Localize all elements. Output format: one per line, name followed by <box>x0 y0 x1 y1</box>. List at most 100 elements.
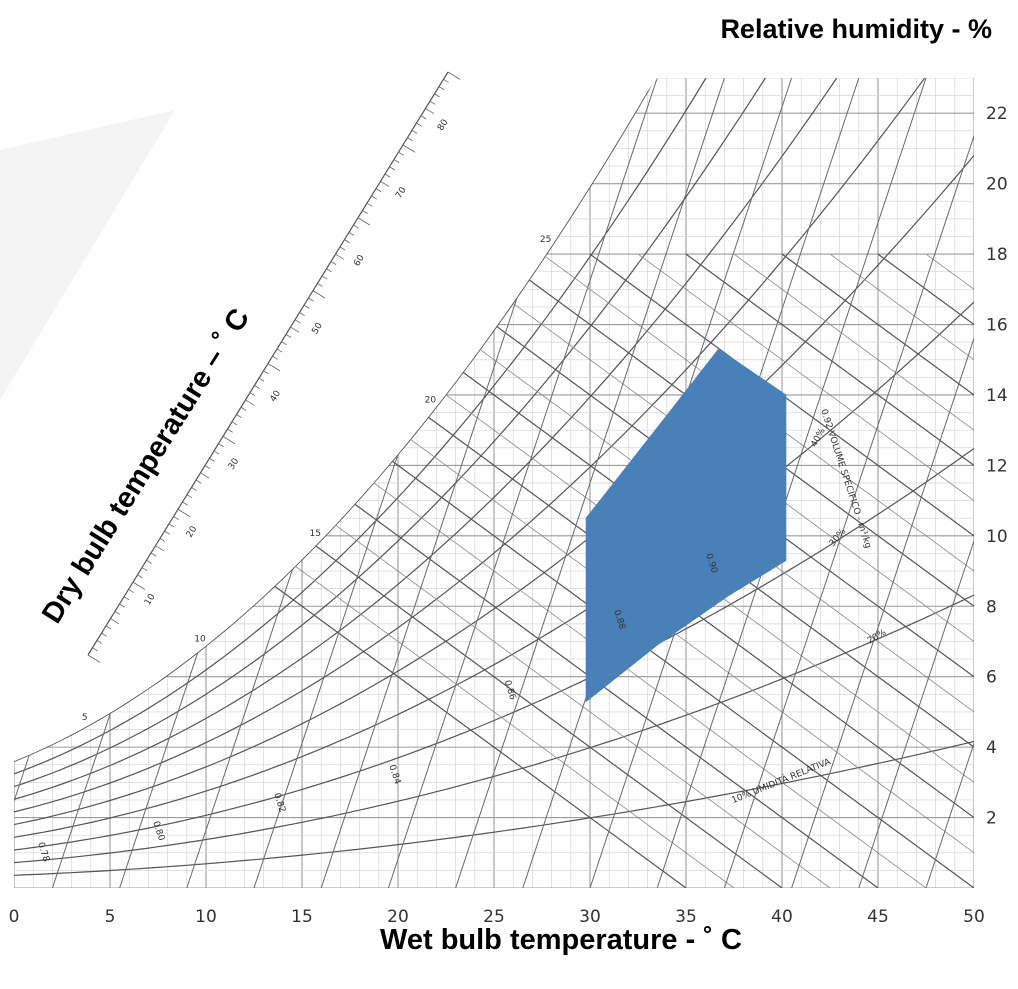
enthalpy-label: 20 <box>185 524 200 539</box>
volume-line <box>925 78 974 888</box>
x-tick-label: 40 <box>771 907 793 927</box>
enthalpy-tick <box>164 530 170 535</box>
enthalpy-tick <box>411 129 418 134</box>
enthalpy-tick <box>303 304 310 309</box>
enthalpy-tick <box>384 173 391 178</box>
enthalpy-tick <box>137 574 143 579</box>
comfort-zone-region <box>585 348 787 703</box>
enthalpy-label: 10 <box>143 592 158 607</box>
enthalpy-tick <box>186 494 193 499</box>
enthalpy-tick <box>101 632 107 637</box>
axis-ticks: 0 5 10 15 20 25 30 35 40 45 50 2 4 6 8 10 12 14 16 18 20 22 <box>9 104 1008 927</box>
background-shape <box>0 110 175 400</box>
y-tick-label: 22 <box>986 104 1008 124</box>
y-tick-label: 16 <box>986 316 1008 336</box>
enthalpy-tick <box>425 108 435 115</box>
enthalpy-tick <box>443 78 449 83</box>
enthalpy-tick <box>294 319 301 324</box>
enthalpy-tick <box>344 239 350 244</box>
y-tick-label: 2 <box>986 809 997 829</box>
comfort-zone-polygon <box>585 348 787 703</box>
enthalpy-label: 80 <box>436 118 451 133</box>
enthalpy-tick <box>276 348 283 353</box>
enthalpy-tick <box>105 625 112 630</box>
volume-label: 0.86 <box>502 679 518 701</box>
rh-curve <box>14 740 974 876</box>
volume-line <box>656 78 927 888</box>
enthalpy-tick <box>438 86 445 91</box>
enthalpy-tick <box>146 559 152 564</box>
enthalpy-tick <box>258 377 265 382</box>
enthalpy-tick <box>240 406 247 411</box>
enthalpy-tick <box>213 450 220 455</box>
enthalpy-tick <box>218 443 224 448</box>
enthalpy-tick <box>236 414 242 419</box>
rh-curve <box>14 155 974 826</box>
enthalpy-tick <box>132 581 146 590</box>
x-tick-label: 5 <box>105 907 116 927</box>
enthalpy-tick <box>434 93 440 98</box>
enthalpy-tick <box>96 640 103 644</box>
y-tick-label: 12 <box>986 456 1008 476</box>
enthalpy-label: 70 <box>394 185 409 200</box>
volume-label: 0.92 VOLUME SPECIFICO - m³/kg <box>818 408 873 550</box>
enthalpy-tick <box>195 479 202 484</box>
rh-label: 10% UMIDITÀ RELATIVA <box>730 755 833 806</box>
enthalpy-tick <box>177 508 191 517</box>
relative-humidity-title: Relative humidity - % <box>720 14 992 44</box>
volume-line <box>455 78 725 888</box>
rh-curve <box>14 448 974 851</box>
wet-bulb-line <box>733 253 974 888</box>
wet-bulb-line <box>541 253 974 888</box>
rh-curve <box>14 78 974 788</box>
volume-line <box>858 78 974 888</box>
volume-line <box>791 78 974 888</box>
wet-bulb-line <box>973 253 974 888</box>
wet-bulb-line <box>781 253 974 888</box>
enthalpy-label: 30 <box>227 456 242 471</box>
x-tick-label: 30 <box>579 907 601 927</box>
enthalpy-tick <box>222 436 236 445</box>
volume-line <box>723 78 974 888</box>
enthalpy-tick <box>209 457 215 462</box>
wet-bulb-scale-label: 10 <box>194 635 206 645</box>
enthalpy-tick <box>263 370 269 375</box>
y-tick-label: 10 <box>986 527 1008 547</box>
enthalpy-tick <box>290 326 300 333</box>
volume-line <box>119 78 389 888</box>
wet-bulb-line <box>349 253 974 888</box>
enthalpy-tick <box>299 312 305 316</box>
wet-bulb-line <box>637 253 974 888</box>
enthalpy-tick <box>227 428 233 433</box>
enthalpy-tick <box>348 231 355 236</box>
enthalpy-tick <box>159 538 166 542</box>
enthalpy-tick <box>353 224 359 229</box>
enthalpy-tick <box>389 166 395 171</box>
rh-curve <box>14 78 974 775</box>
enthalpy-tick <box>92 647 98 652</box>
wet-bulb-scale-label: 15 <box>309 529 320 539</box>
y-tick-label: 4 <box>986 738 997 758</box>
enthalpy-tick <box>168 523 175 528</box>
enthalpy-tick <box>371 195 377 200</box>
enthalpy-tick <box>114 610 121 615</box>
enthalpy-tick <box>357 217 371 226</box>
enthalpy-tick <box>308 297 314 302</box>
enthalpy-label: 40 <box>269 389 284 404</box>
enthalpy-tick <box>326 268 332 273</box>
enthalpy-tick <box>141 567 148 572</box>
enthalpy-tick <box>110 618 120 625</box>
background-triangle <box>0 110 175 400</box>
rh-curve <box>14 78 974 813</box>
enthalpy-tick <box>245 399 255 406</box>
x-tick-label: 10 <box>195 907 217 927</box>
wet-bulb-line <box>445 253 974 888</box>
x-tick-label: 15 <box>291 907 313 927</box>
enthalpy-tick <box>128 589 134 593</box>
wet-bulb-line <box>14 253 735 888</box>
enthalpy-tick <box>191 487 197 491</box>
enthalpy-tick <box>173 516 179 521</box>
x-tick-label: 25 <box>483 907 505 927</box>
y-tick-label: 18 <box>986 245 1008 265</box>
